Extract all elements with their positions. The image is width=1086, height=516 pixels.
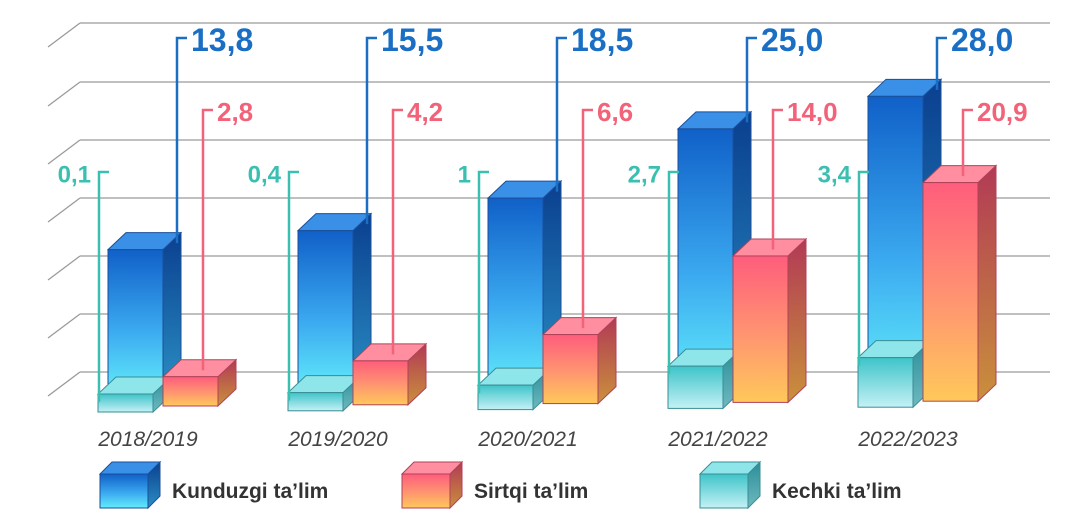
data-label: 25,0 (761, 22, 823, 58)
leader-line (935, 36, 947, 90)
bar-front (287, 392, 344, 412)
gridline-tick (47, 197, 81, 223)
data-label: 2,8 (217, 97, 253, 127)
gridline-tick (47, 313, 81, 339)
data-label: 3,4 (818, 161, 852, 188)
legend-item: Kechki ta’lim (698, 460, 902, 510)
category-labels: 2018/2019 2019/2020 2020/2021 2021/2022 2022… (97, 428, 958, 451)
bar-1-4 (921, 164, 998, 403)
legend-label: Kunduzgi ta’lim (172, 480, 328, 503)
leader-line (201, 108, 213, 371)
leader-line (857, 170, 869, 366)
category-label: 2020/2021 (477, 428, 577, 451)
legend-swatch (99, 473, 149, 509)
bar-2-4 (856, 339, 933, 409)
legend-item: Kunduzgi ta’lim (98, 460, 328, 510)
legend-label: Sirtqi ta’lim (474, 480, 588, 503)
data-label: 20,9 (977, 97, 1028, 127)
category-label: 2018/2019 (97, 428, 198, 451)
bar-side (787, 237, 807, 404)
bar-2-3 (666, 347, 743, 410)
data-label: 2,7 (628, 161, 661, 188)
leader-line (961, 108, 973, 177)
leader-line (771, 108, 783, 250)
data-label: 4,2 (407, 97, 443, 127)
bar-front (352, 360, 409, 406)
legend: Kunduzgi ta’lim Sirtqi ta’lim Kechki ta’li… (98, 460, 902, 510)
bar-front (162, 376, 219, 407)
leader-line (365, 36, 377, 225)
leader-line (581, 108, 593, 329)
bar-2-2 (476, 366, 553, 411)
leader-line (667, 170, 679, 375)
data-label: 13,8 (191, 22, 253, 58)
bar-front (677, 128, 734, 391)
legend-swatch (401, 473, 451, 509)
leader-line (391, 108, 403, 355)
bar-front (477, 384, 534, 411)
bar-front (297, 230, 354, 394)
data-label: 0,1 (58, 161, 91, 188)
data-label: 1 (458, 161, 471, 188)
bar-1-3 (731, 237, 808, 404)
category-label: 2019/2020 (287, 428, 388, 451)
category-label: 2021/2022 (667, 428, 768, 451)
bar-front (732, 255, 789, 403)
data-label: 0,4 (248, 161, 282, 188)
category-label: 2022/2023 (857, 428, 958, 451)
leader-line (175, 36, 187, 244)
data-label: 18,5 (571, 22, 633, 58)
bar-1-0 (161, 358, 238, 408)
bar-front (487, 197, 544, 393)
bar-1-2 (541, 316, 618, 405)
leader-line (287, 170, 299, 401)
bar-front (107, 249, 164, 395)
leader-line (745, 36, 757, 123)
bar-front (97, 393, 154, 413)
bar-side (977, 164, 997, 403)
data-label: 6,6 (597, 97, 633, 127)
gridline-tick (47, 81, 81, 107)
bar-front (667, 365, 724, 409)
bar-0-1 (296, 212, 373, 394)
gridline-tick (47, 22, 81, 48)
leader-line (477, 170, 489, 394)
bar-1-1 (351, 342, 428, 406)
legend-swatch (699, 473, 749, 509)
legend-item: Sirtqi ta’lim (400, 460, 588, 510)
bar-marks (96, 78, 998, 414)
data-label: 28,0 (951, 22, 1013, 58)
gridline-tick (47, 371, 81, 397)
gridline-tick (47, 139, 81, 165)
data-label: 14,0 (787, 97, 838, 127)
leader-line (97, 170, 109, 402)
data-labels: 13,8 2,8 0,1 15,5 4,2 0,4 18,5 6,6 1 25,0 14,0 2,7 2… (58, 22, 1028, 402)
data-label: 15,5 (381, 22, 443, 58)
bar-front (857, 357, 914, 408)
bar-front (542, 334, 599, 405)
leader-line (555, 36, 567, 192)
legend-label: Kechki ta’lim (772, 480, 902, 503)
gridline-tick (47, 255, 81, 281)
bar-front (922, 182, 979, 402)
bar-0-0 (106, 231, 183, 396)
